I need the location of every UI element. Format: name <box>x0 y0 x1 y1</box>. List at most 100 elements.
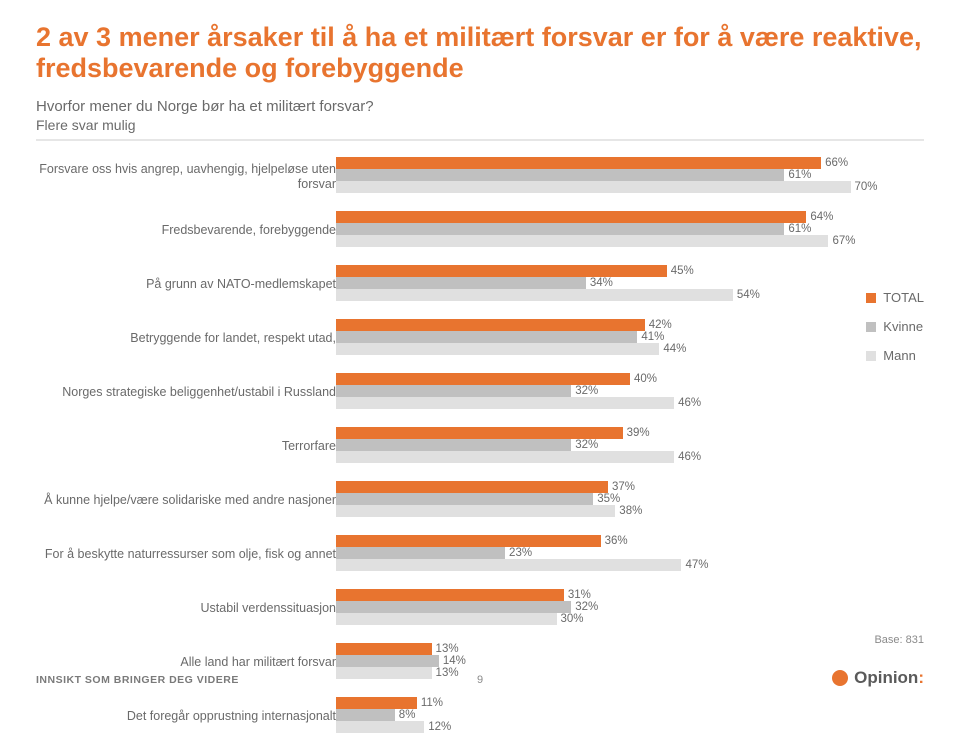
bar-row: 47% <box>336 559 924 571</box>
bar-row: 13% <box>336 643 924 655</box>
bar-row: 34% <box>336 277 924 289</box>
slide-subtitle: Hvorfor mener du Norge bør ha et militær… <box>36 98 924 115</box>
bar-value: 36% <box>605 535 628 547</box>
bar-row: 8% <box>336 709 924 721</box>
bar-row: 44% <box>336 343 924 355</box>
bar-value: 30% <box>561 613 584 625</box>
base-text: Base: 831 <box>874 634 924 646</box>
bar-value: 13% <box>436 643 459 655</box>
category-label: Fredsbevarende, forebyggende <box>36 211 336 250</box>
multi-answer-note: Flere svar mulig <box>36 117 924 133</box>
bar-value: 54% <box>737 289 760 301</box>
category-label: Betryggende for landet, respekt utad, <box>36 319 336 358</box>
bar <box>336 589 564 601</box>
legend-swatch <box>866 293 876 303</box>
bar-row: 46% <box>336 451 924 463</box>
bar-row: 41% <box>336 331 924 343</box>
bar-value: 32% <box>575 439 598 451</box>
category-label: Norges strategiske beliggenhet/ustabil i… <box>36 373 336 412</box>
logo-dot-icon <box>832 670 848 686</box>
bar-row: 32% <box>336 439 924 451</box>
bar-group: 66%61%70% <box>336 155 924 194</box>
bar <box>336 667 432 679</box>
bar-value: 12% <box>428 721 451 733</box>
slide-title: 2 av 3 mener årsaker til å ha et militær… <box>36 22 924 84</box>
bar-value: 11% <box>421 697 443 709</box>
bar <box>336 601 571 613</box>
category-label: Ustabil verdenssituasjon <box>36 589 336 628</box>
bar-value: 35% <box>597 493 620 505</box>
category-label: For å beskytte naturressurser som olje, … <box>36 535 336 574</box>
page-number: 9 <box>477 674 483 686</box>
bar <box>336 157 821 169</box>
bar <box>336 481 608 493</box>
bar-row: 23% <box>336 547 924 559</box>
category-label: Terrorfare <box>36 427 336 466</box>
bar-value: 46% <box>678 451 701 463</box>
bar-value: 14% <box>443 655 466 667</box>
bar-group: 42%41%44% <box>336 317 924 356</box>
bar-value: 40% <box>634 373 657 385</box>
bar <box>336 289 733 301</box>
bar-row: 32% <box>336 601 924 613</box>
bar-value: 45% <box>671 265 694 277</box>
bar-row: 30% <box>336 613 924 625</box>
bar <box>336 655 439 667</box>
category-label: På grunn av NATO-medlemskapet <box>36 265 336 304</box>
bar-value: 66% <box>825 157 848 169</box>
category-label: Å kunne hjelpe/være solidariske med andr… <box>36 481 336 520</box>
bar-value: 34% <box>590 277 613 289</box>
bar-row: 38% <box>336 505 924 517</box>
bar-row: 37% <box>336 481 924 493</box>
bar <box>336 643 432 655</box>
bar-value: 42% <box>649 319 672 331</box>
legend-swatch <box>866 351 876 361</box>
bar <box>336 547 505 559</box>
bar <box>336 343 659 355</box>
bar-value: 38% <box>619 505 642 517</box>
category-labels: Forsvare oss hvis angrep, uavhengig, hje… <box>36 155 336 749</box>
bar <box>336 181 851 193</box>
bar-row: 31% <box>336 589 924 601</box>
bar-row: 66% <box>336 157 924 169</box>
legend-item: TOTAL <box>866 290 924 305</box>
legend-label: Mann <box>883 348 916 363</box>
divider <box>36 139 924 141</box>
bar-value: 13% <box>436 667 459 679</box>
bar-value: 67% <box>832 235 855 247</box>
bar <box>336 559 681 571</box>
legend-item: Kvinne <box>866 319 924 334</box>
bar-value: 31% <box>568 589 591 601</box>
bar-row: 64% <box>336 211 924 223</box>
bar-value: 70% <box>855 181 878 193</box>
legend: TOTAL Kvinne Mann <box>866 290 924 363</box>
bar-value: 37% <box>612 481 635 493</box>
bar-group: 36% 23% 47% <box>336 533 924 572</box>
bar-value: 46% <box>678 397 701 409</box>
bar <box>336 211 806 223</box>
bar-value: 64% <box>810 211 833 223</box>
bar-row: 45% <box>336 265 924 277</box>
bar-value: 23% <box>509 547 532 559</box>
bar-row: 42% <box>336 319 924 331</box>
bar-group: 45% 34% 54% <box>336 263 924 302</box>
bar-row: 14% <box>336 655 924 667</box>
bars-area: 66%61%70% 64%61% 67% 45% 34% 54% 42%41%44% 40% 3… <box>336 155 924 749</box>
bar <box>336 697 417 709</box>
bar <box>336 427 623 439</box>
bar-value: 32% <box>575 385 598 397</box>
legend-label: Kvinne <box>883 319 923 334</box>
bar-row: 12% <box>336 721 924 733</box>
bar <box>336 535 601 547</box>
bar <box>336 265 667 277</box>
bar <box>336 385 571 397</box>
bar <box>336 319 645 331</box>
bar <box>336 331 637 343</box>
bar-value: 32% <box>575 601 598 613</box>
bar-value: 61% <box>788 223 811 235</box>
bar <box>336 373 630 385</box>
bar-group: 64%61% 67% <box>336 209 924 248</box>
bar-value: 8% <box>399 709 416 721</box>
bar-group: 39%32%46% <box>336 425 924 464</box>
bar-value: 47% <box>685 559 708 571</box>
